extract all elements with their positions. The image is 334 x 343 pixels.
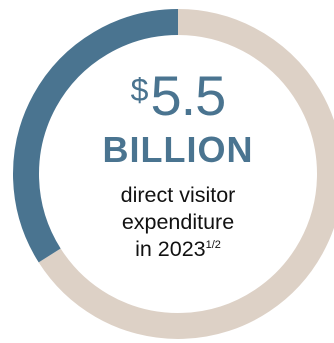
footnote-marker: 1/2 [205, 238, 221, 251]
description-line: in 20231/2 [0, 236, 334, 263]
currency-symbol: $ [130, 72, 149, 108]
description-line-text: in 2023 [135, 237, 206, 261]
description-line: expenditure [121, 210, 235, 234]
donut-slice-1 [13, 9, 179, 263]
description: direct visitor expenditure in 20231/2 [0, 182, 334, 263]
headline-amount: $5.5 [0, 68, 334, 124]
description-line: direct visitor [120, 183, 236, 207]
amount-unit: BILLION [102, 129, 254, 170]
donut-slices [13, 9, 334, 339]
amount-value: 5.5 [150, 64, 226, 127]
donut-slice-0 [38, 9, 334, 339]
